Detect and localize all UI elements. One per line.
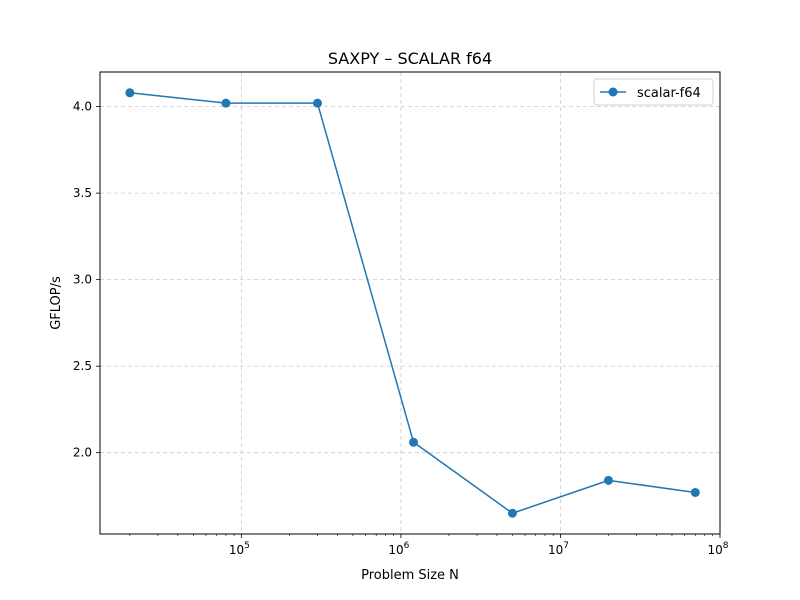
plot-frame [99,71,721,535]
data-point [221,98,231,108]
data-point [125,88,135,98]
x-tick-label: 108 [707,541,728,557]
x-tick-label: 107 [548,541,569,557]
x-tick-label: 106 [388,541,409,557]
data-point [409,437,419,447]
y-axis-label: GFLOP/s [49,276,64,330]
y-tick-label: 2.0 [73,446,92,460]
x-axis-ticks: 105 106 107 108 [129,534,729,557]
legend: scalar-f64 [593,78,714,106]
data-point [690,487,700,497]
x-axis-label: Problem Size N [361,568,459,583]
y-tick-label: 3.5 [73,186,92,200]
series-layer [125,88,700,518]
y-axis-ticks: 2.0 2.5 3.0 3.5 4.0 [73,100,100,460]
y-tick-label: 4.0 [73,100,92,114]
y-tick-label: 2.5 [73,359,92,373]
data-point [312,98,322,108]
y-tick-label: 3.0 [73,273,92,287]
legend-box [593,78,714,106]
data-point [507,508,517,518]
x-tick-label: 105 [229,541,250,557]
chart-title: SAXPY – SCALAR f64 [328,49,492,68]
data-point [603,475,613,485]
legend-label-scalar-f64: scalar-f64 [637,86,701,101]
legend-marker-scalar-f64 [608,87,618,97]
